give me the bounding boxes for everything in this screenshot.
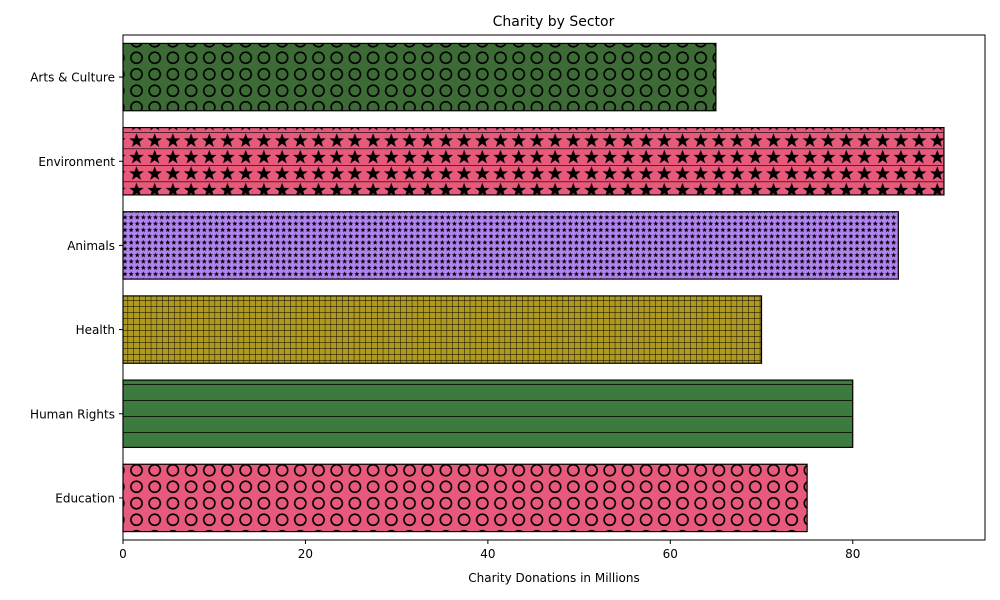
chart-title: Charity by Sector xyxy=(493,14,615,30)
y-tick-label-human-rights: Human Rights xyxy=(30,407,115,421)
plot-frame xyxy=(122,34,986,541)
bar-hatch-animals xyxy=(122,211,899,280)
x-tick-label-0: 0 xyxy=(119,547,127,561)
bar-hatch-education xyxy=(122,463,808,533)
y-tick-label-animals: Animals xyxy=(67,239,115,253)
y-axis-ticks: Education Human Rights Health Animals Enviro… xyxy=(30,71,123,505)
x-tick-label-80: 80 xyxy=(845,547,860,561)
y-tick-label-arts-culture: Arts & Culture xyxy=(30,71,115,85)
bar-hatch-health xyxy=(122,295,763,364)
y-tick-label-environment: Environment xyxy=(38,155,115,169)
y-tick-label-health: Health xyxy=(76,323,115,337)
bar-hatch-environment xyxy=(122,126,945,196)
x-tick-label-20: 20 xyxy=(298,547,313,561)
x-axis-ticks: 0 20 40 60 80 xyxy=(119,540,860,561)
x-tick-label-40: 40 xyxy=(480,547,495,561)
bar-hatch-human-rights xyxy=(122,379,854,449)
x-axis-label: Charity Donations in Millions xyxy=(468,571,639,585)
y-tick-label-education: Education xyxy=(55,491,115,505)
bar-hatch-arts-culture xyxy=(122,42,717,112)
x-tick-label-60: 60 xyxy=(663,547,678,561)
bars-group xyxy=(122,42,945,533)
